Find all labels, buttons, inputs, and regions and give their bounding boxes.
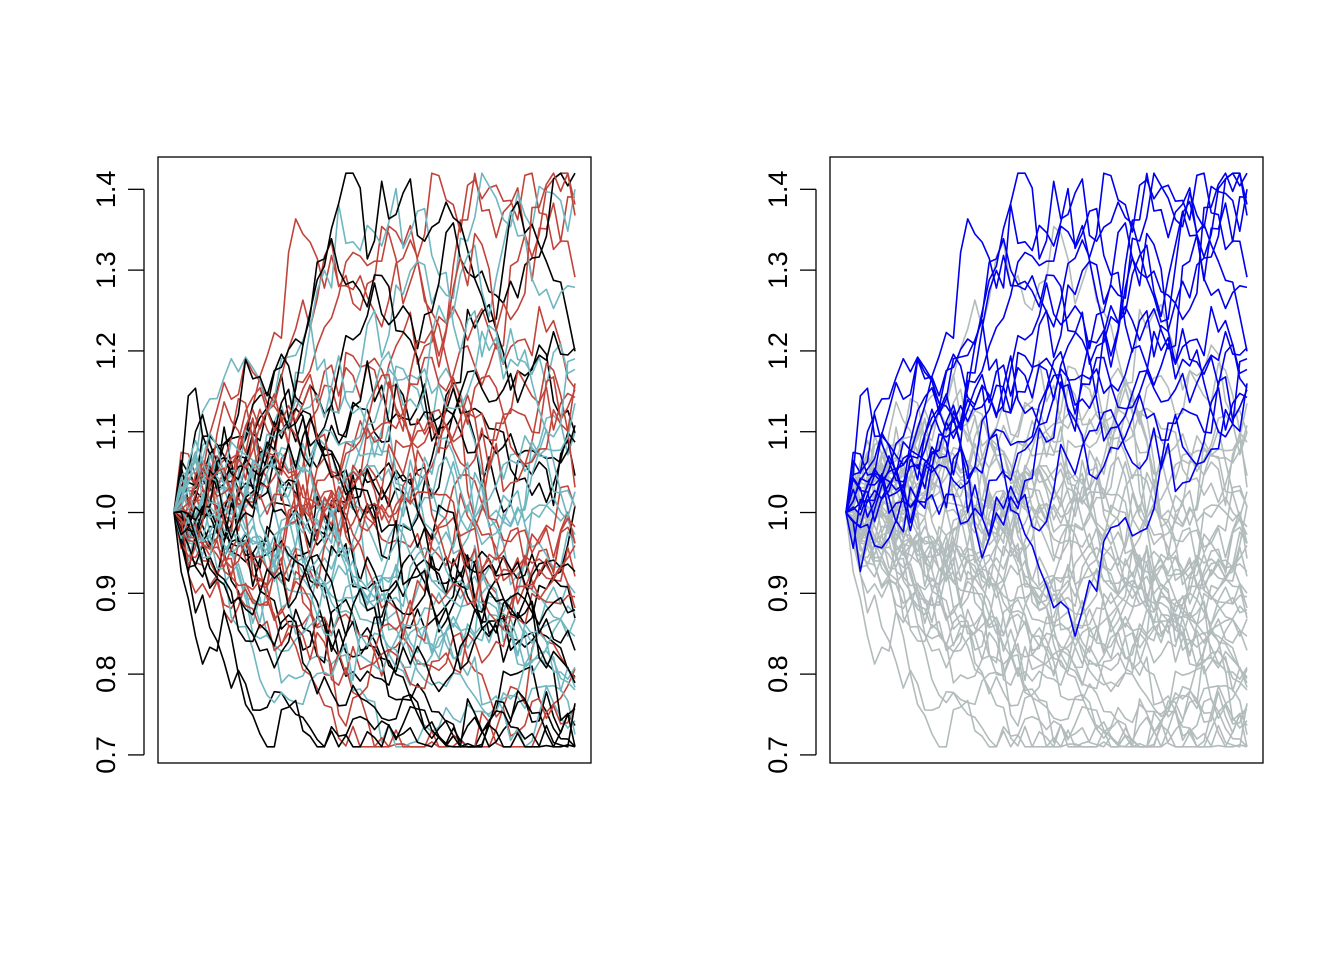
series-line-39 (845, 381, 1248, 559)
series-line-49 (173, 512, 576, 706)
series-line-35 (845, 172, 1248, 513)
y-tick-label-4: 1.1 (763, 413, 793, 451)
series-line-57 (845, 172, 1248, 514)
series-line-12 (173, 225, 576, 589)
y-tick-label-3: 1.0 (763, 494, 793, 532)
y-tick-label-1: 0.8 (91, 655, 121, 693)
series-line-41 (173, 237, 576, 573)
y-tick-label-6: 1.3 (763, 251, 793, 289)
left-panel: 0.7 0.8 0.9 1.0 1.1 1.2 1.3 1.4 (91, 156, 592, 774)
series-line-54 (173, 470, 576, 631)
series-line-54 (845, 470, 1248, 631)
series-line-37 (173, 451, 576, 635)
series-line-18 (845, 509, 1248, 748)
series-line-33 (173, 481, 576, 690)
series-line-56 (173, 409, 576, 671)
series-line-52 (845, 210, 1248, 513)
series-line-18 (173, 509, 576, 748)
series-line-9 (845, 305, 1248, 527)
plot-frame (829, 156, 1264, 764)
series-line-32 (845, 458, 1248, 747)
series-line-45 (845, 502, 1248, 727)
series-line-47 (173, 512, 576, 748)
series-line-58 (845, 435, 1248, 599)
series-line-50 (173, 512, 576, 748)
series-line-13 (173, 511, 576, 718)
series-line-57 (173, 172, 576, 514)
series-line-52 (173, 210, 576, 513)
right-panel: 0.7 0.8 0.9 1.0 1.1 1.2 1.3 1.4 (763, 156, 1264, 774)
series-line-53 (845, 512, 1248, 748)
series-line-39 (173, 381, 576, 559)
series-line-53 (173, 512, 576, 748)
series-line-15 (173, 172, 576, 513)
series-line-31 (173, 485, 576, 748)
series-line-59 (845, 510, 1248, 693)
y-tick-label-2: 0.9 (91, 575, 121, 613)
series-lines (173, 172, 576, 748)
series-line-46 (845, 425, 1248, 564)
series-line-31 (845, 485, 1248, 748)
series-line-50 (845, 512, 1248, 748)
y-tick-label-7: 1.4 (91, 171, 121, 209)
series-line-44 (845, 417, 1248, 684)
series-line-40 (173, 403, 576, 564)
series-line-40 (845, 403, 1248, 564)
series-line-2 (173, 501, 576, 686)
series-line-15 (845, 172, 1248, 513)
series-line-51 (173, 401, 576, 608)
series-line-26 (845, 172, 1248, 513)
y-tick-label-5: 1.2 (763, 332, 793, 370)
series-line-48 (845, 383, 1248, 549)
series-line-41 (845, 237, 1248, 573)
series-line-58 (173, 435, 576, 599)
series-line-44 (173, 417, 576, 684)
y-tick-label-6: 1.3 (91, 251, 121, 289)
series-line-34 (173, 429, 576, 680)
series-line-32 (173, 458, 576, 747)
series-line-0 (845, 172, 1248, 532)
series-line-45 (173, 502, 576, 727)
series-line-35 (173, 172, 576, 513)
y-tick-label-0: 0.7 (763, 736, 793, 774)
y-tick-label-0: 0.7 (91, 736, 121, 774)
series-line-16 (845, 187, 1248, 514)
series-line-2 (845, 501, 1248, 686)
series-line-46 (173, 425, 576, 564)
y-tick-label-2: 0.9 (763, 575, 793, 613)
series-line-49 (845, 512, 1248, 706)
y-tick-label-5: 1.2 (91, 332, 121, 370)
plot-frame (157, 156, 592, 764)
y-tick-label-7: 1.4 (763, 171, 793, 209)
series-line-59 (173, 510, 576, 693)
series-line-13 (845, 511, 1248, 718)
y-tick-label-3: 1.0 (91, 494, 121, 532)
y-tick-label-1: 0.8 (763, 655, 793, 693)
series-line-47 (845, 512, 1248, 748)
series-lines (845, 172, 1248, 748)
y-tick-label-4: 1.1 (91, 413, 121, 451)
